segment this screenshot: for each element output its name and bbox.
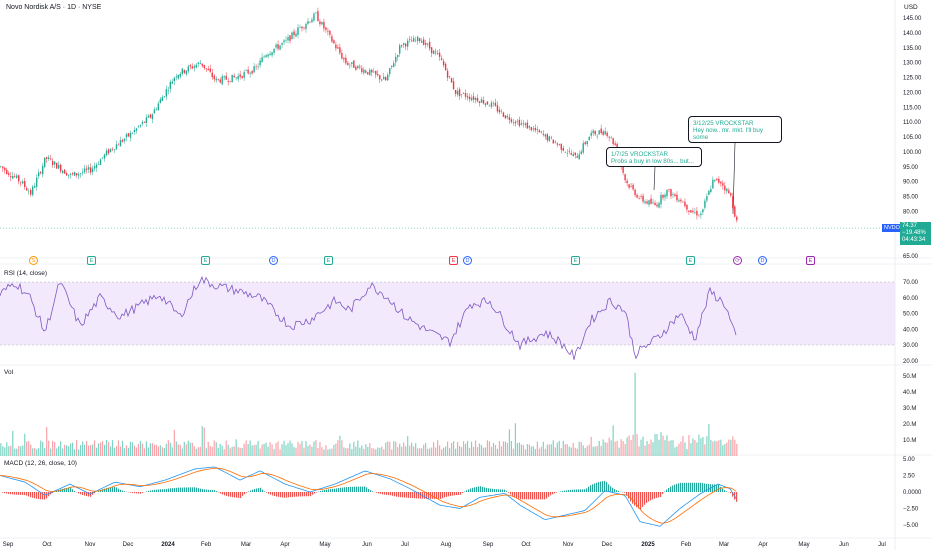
- annotation-1-line1: 1/7/25 VROCKSTAR: [611, 151, 668, 158]
- rsi-axis-tick: 20.00: [903, 359, 919, 365]
- x-axis-label: Oct: [42, 542, 52, 548]
- x-axis-label: Feb: [681, 542, 692, 548]
- volume-axis-tick: 40.M: [903, 390, 916, 396]
- x-axis-label: Oct: [521, 542, 531, 548]
- x-axis-label: Apr: [758, 542, 767, 548]
- price-axis-tick: 65.00: [903, 254, 919, 260]
- event-earnings-icon[interactable]: E: [806, 256, 815, 265]
- rsi-axis-tick: 40.00: [903, 327, 919, 333]
- x-axis-label: Jun: [839, 542, 849, 548]
- macd-axis-tick: −2.50: [903, 507, 919, 513]
- volume-axis-tick: 20.M: [903, 422, 916, 428]
- x-axis-label: 2025: [641, 542, 655, 548]
- event-earnings-icon[interactable]: E: [201, 256, 210, 265]
- candles: [0, 7, 738, 223]
- annotation-2-line1: 3/12/25 VROCKSTAR: [693, 120, 754, 127]
- macd-axis-tick: 5.00: [903, 457, 915, 463]
- price-axis-tick: 130.00: [903, 61, 922, 67]
- currency-label: USD: [904, 4, 918, 11]
- macd-histogram: [2, 480, 738, 510]
- price-axis-tick: 85.00: [903, 195, 919, 201]
- macd-axis-tick: −5.00: [903, 523, 919, 529]
- x-axis-label: May: [319, 542, 330, 548]
- event-multi-icon[interactable]: ⟳: [733, 256, 742, 265]
- event-earnings-icon[interactable]: E: [571, 256, 580, 265]
- x-axis-label: Feb: [201, 542, 212, 548]
- price-axis-tick: 110.00: [903, 120, 922, 126]
- x-axis-label: Mar: [241, 542, 251, 548]
- event-split-icon[interactable]: S: [29, 256, 38, 265]
- event-dividend-icon[interactable]: D: [269, 256, 278, 265]
- signal-line: [0, 467, 737, 524]
- x-axis-label: Mar: [719, 542, 729, 548]
- event-dividend-icon[interactable]: D: [758, 256, 767, 265]
- price-axis-tick: 105.00: [903, 135, 922, 141]
- event-earnings-icon[interactable]: E: [449, 256, 458, 265]
- rsi-axis-tick: 50.00: [903, 312, 919, 318]
- price-tag: 74.37 −19.48% 04:43:34: [900, 222, 931, 245]
- x-axis-label: Aug: [441, 542, 452, 548]
- annotation-2-line3: some: [693, 134, 709, 141]
- price-axis-tick: 145.00: [903, 16, 922, 22]
- price-axis-tick: 80.00: [903, 209, 919, 215]
- price-axis-tick: 140.00: [903, 31, 922, 37]
- price-axis-tick: 115.00: [903, 105, 922, 111]
- rsi-axis-tick: 60.00: [903, 296, 919, 302]
- price-change: −19.48%: [902, 230, 926, 236]
- x-axis-label: Dec: [123, 542, 134, 548]
- x-axis-label: Apr: [280, 542, 289, 548]
- x-axis-label: Jul: [878, 542, 886, 548]
- rsi-axis-tick: 70.00: [903, 280, 919, 286]
- x-axis-label: Sep: [3, 542, 14, 548]
- x-axis-label: Nov: [563, 542, 574, 548]
- annotation-1-line2: Probs a buy in low 80s... but...: [611, 158, 694, 165]
- macd-label: MACD (12, 26, close, 10): [4, 460, 77, 467]
- macd-line: [0, 466, 737, 527]
- x-axis-label: Jul: [401, 542, 409, 548]
- last-price: 74.37: [902, 223, 918, 229]
- rsi-line: [0, 275, 737, 360]
- event-earnings-icon[interactable]: E: [686, 256, 695, 265]
- chart-title: Novo Nordisk A/S · 1D · NYSE: [6, 4, 102, 11]
- x-axis-label: Sep: [483, 542, 494, 548]
- x-axis-label: 2024: [161, 542, 175, 548]
- x-axis-label: Dec: [602, 542, 613, 548]
- macd-axis-tick: 0.0000: [903, 490, 922, 496]
- event-dividend-icon[interactable]: D: [463, 256, 472, 265]
- annotation-2-pointer: [732, 142, 736, 215]
- volume-axis-tick: 10.M: [903, 438, 916, 444]
- x-axis-label: Jun: [362, 542, 372, 548]
- price-axis-tick: 95.00: [903, 165, 919, 171]
- rsi-label: RSI (14, close): [4, 270, 47, 277]
- price-axis-tick: 90.00: [903, 180, 919, 186]
- price-axis-tick: 120.00: [903, 90, 922, 96]
- x-axis-label: May: [798, 542, 809, 548]
- rsi-axis-tick: 30.00: [903, 343, 919, 349]
- volume-axis-tick: 50.M: [903, 374, 916, 380]
- bar-countdown: 04:43:34: [902, 237, 926, 243]
- event-earnings-icon[interactable]: E: [87, 256, 96, 265]
- x-axis-label: Nov: [85, 542, 96, 548]
- price-axis-tick: 100.00: [903, 150, 922, 156]
- annotation-mar-12[interactable]: 3/12/25 VROCKSTAR Hey now.. mr. mkt. I'l…: [688, 116, 782, 143]
- annotation-jan-7[interactable]: 1/7/25 VROCKSTAR Probs a buy in low 80s.…: [606, 147, 702, 167]
- volume-label: Vol: [4, 369, 14, 376]
- volume-bars: [0, 372, 738, 456]
- macd-axis-tick: 2.50: [903, 474, 915, 480]
- symbol-tag: NVDO: [882, 224, 902, 232]
- annotation-1-pointer: [653, 166, 656, 191]
- annotation-2-line2: Hey now.. mr. mkt. I'll buy: [693, 127, 763, 134]
- volume-axis-tick: 30.M: [903, 406, 916, 412]
- rsi-band: [0, 282, 895, 345]
- price-axis-tick: 125.00: [903, 76, 922, 82]
- event-earnings-icon[interactable]: E: [324, 256, 333, 265]
- price-axis-tick: 135.00: [903, 46, 922, 52]
